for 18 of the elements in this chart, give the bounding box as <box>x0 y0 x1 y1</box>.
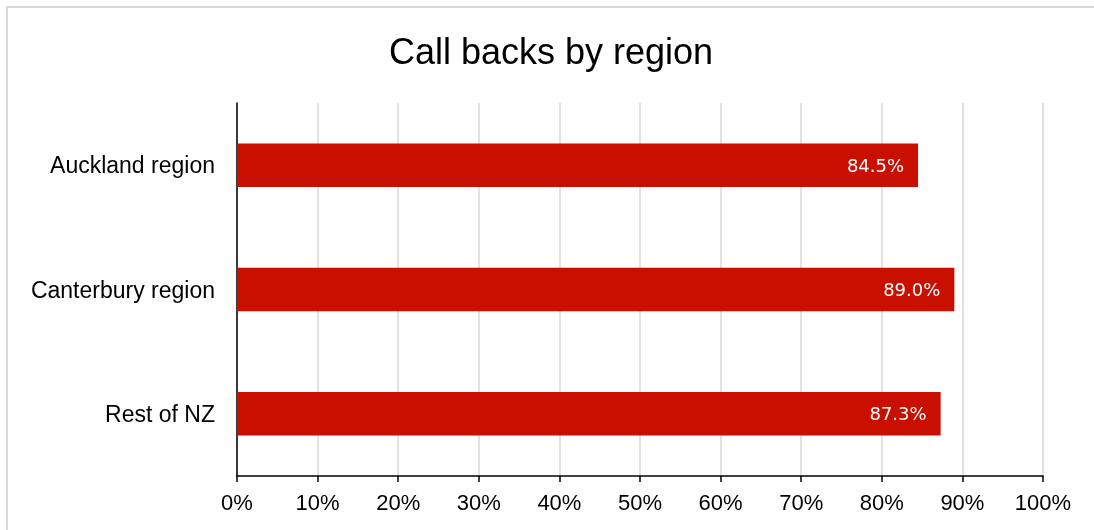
x-tick-label: 0% <box>221 489 253 515</box>
y-tick-label: Auckland region <box>50 152 215 179</box>
x-tick-label: 60% <box>698 489 743 515</box>
x-tick-label: 40% <box>537 489 582 515</box>
x-tick-label: 80% <box>859 489 904 515</box>
x-tick-label: 20% <box>376 489 421 515</box>
y-tick-label: Rest of NZ <box>105 400 215 427</box>
chart-title: Call backs by region <box>388 30 714 72</box>
x-tick-label: 30% <box>456 489 501 515</box>
x-tick-label: 50% <box>617 489 663 515</box>
y-tick-label: Canterbury region <box>30 276 215 303</box>
x-tick-label: 90% <box>940 489 985 515</box>
data-label: 87.3% <box>869 403 927 425</box>
x-tick-label: 70% <box>779 489 824 515</box>
data-label: 84.5% <box>846 154 905 176</box>
x-tick-label: 10% <box>295 489 340 515</box>
x-tick-label: 100% <box>1014 489 1072 515</box>
data-label: 89.0% <box>883 279 941 300</box>
